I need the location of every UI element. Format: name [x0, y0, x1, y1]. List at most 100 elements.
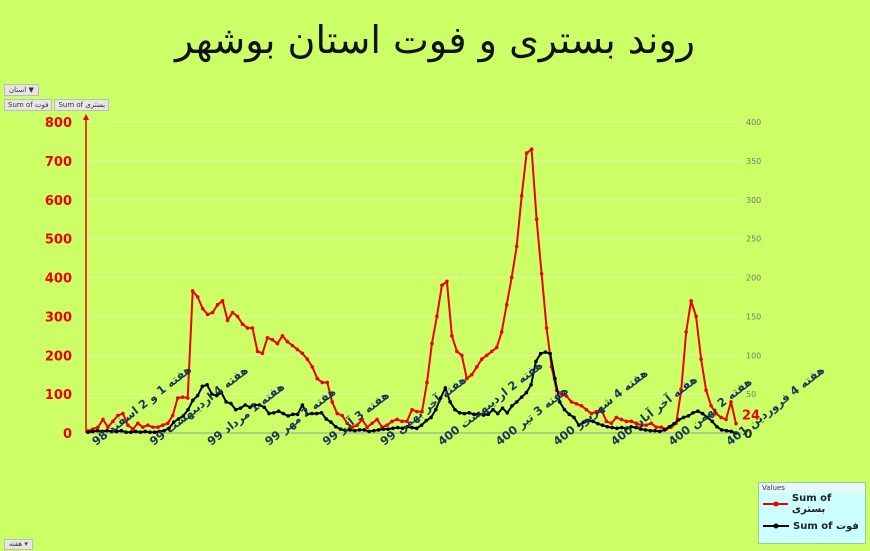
data-point-1 [429, 415, 433, 420]
y-axis-arrow-icon [83, 114, 89, 120]
data-point-1 [572, 415, 576, 420]
data-point-0 [245, 326, 250, 330]
data-point-1 [291, 412, 295, 417]
data-point-1 [729, 429, 734, 434]
y-left-tick-label: 400 [45, 272, 72, 287]
data-point-0 [335, 411, 340, 416]
y-left-tick-label: 600 [45, 194, 72, 209]
y-left-tick-label: 100 [45, 388, 72, 403]
data-point-1 [629, 424, 633, 429]
data-point-1 [119, 428, 124, 433]
data-point-0 [619, 417, 624, 422]
field-button-death[interactable]: Sum of فوت [4, 99, 53, 111]
data-point-0 [280, 334, 285, 338]
data-point-1 [576, 423, 581, 428]
data-point-0 [315, 376, 320, 381]
data-point-1 [624, 426, 629, 431]
data-point-0 [589, 411, 594, 416]
x-tick-label: هفته 1 و 2 اسفند 98 [89, 362, 194, 449]
data-point-1 [677, 417, 681, 422]
data-point-1 [681, 415, 686, 420]
data-point-1 [86, 430, 90, 435]
data-point-0 [489, 349, 494, 354]
data-point-1 [372, 428, 376, 433]
data-point-1 [310, 411, 314, 416]
data-point-0 [136, 421, 140, 426]
data-point-1 [167, 426, 171, 431]
data-point-0 [305, 357, 310, 361]
data-point-0 [121, 411, 125, 416]
data-point-1 [95, 428, 100, 433]
data-point-0 [175, 396, 180, 400]
series-line-0 [87, 147, 737, 433]
data-point-1 [90, 429, 95, 434]
data-point-1 [486, 412, 491, 417]
data-point-0 [405, 419, 409, 424]
data-point-0 [450, 334, 454, 338]
data-point-1 [343, 428, 348, 433]
data-point-0 [340, 413, 345, 418]
data-point-1 [205, 382, 209, 387]
data-point-1 [519, 395, 524, 400]
data-point-1 [553, 376, 557, 381]
data-point-0 [230, 310, 235, 315]
data-point-0 [504, 302, 509, 307]
data-point-1 [596, 421, 600, 426]
data-point-0 [141, 425, 145, 429]
field-button-hospitalized[interactable]: Sum of بستری [54, 99, 110, 111]
x-tick-label: هفته 4 شهریور 400 [550, 366, 651, 449]
data-point-0 [679, 388, 683, 393]
data-point-1 [143, 429, 147, 434]
data-point-0 [126, 423, 130, 428]
pivot-filter-button[interactable]: ▼ استان [4, 84, 39, 96]
data-point-1 [481, 413, 486, 417]
data-point-1 [243, 403, 248, 407]
data-point-0 [255, 349, 260, 354]
data-point-1 [114, 429, 119, 434]
data-point-0 [694, 314, 698, 319]
data-point-1 [453, 407, 457, 412]
data-point-1 [400, 426, 405, 431]
y-left-tick-label: 500 [45, 233, 72, 248]
data-point-1 [724, 428, 729, 433]
legend-item-death: Sum of فوت [759, 515, 865, 537]
data-point-1 [619, 425, 624, 430]
data-point-0 [604, 419, 609, 424]
legend-item-hospitalized: Sum of بستری [759, 493, 865, 515]
data-point-0 [484, 353, 489, 358]
data-point-0 [729, 400, 733, 404]
data-point-0 [275, 341, 280, 346]
data-point-0 [400, 419, 404, 424]
pivot-axis-button[interactable]: هفته ▾ [4, 539, 33, 550]
data-point-0 [599, 407, 604, 412]
data-point-1 [710, 419, 714, 424]
data-point-0 [350, 425, 354, 429]
data-point-0 [131, 427, 135, 431]
data-point-0 [365, 425, 369, 429]
data-point-0 [265, 335, 270, 340]
data-point-1 [191, 398, 195, 403]
data-point-1 [362, 428, 367, 432]
data-point-1 [229, 401, 233, 406]
data-point-0 [440, 283, 444, 288]
data-point-0 [185, 396, 190, 400]
data-point-0 [574, 402, 579, 406]
data-point-1 [515, 400, 519, 404]
data-point-1 [276, 409, 281, 414]
data-point-1 [200, 384, 205, 389]
data-point-0 [285, 339, 290, 344]
data-point-1 [391, 426, 395, 431]
data-point-0 [235, 314, 240, 319]
data-point-0 [684, 330, 688, 334]
data-point-0 [614, 415, 619, 420]
data-point-0 [534, 217, 539, 221]
data-point-0 [544, 326, 549, 330]
data-point-1 [472, 412, 476, 417]
y-left-tick-label: 300 [45, 310, 72, 325]
data-point-0 [370, 421, 374, 426]
data-point-1 [705, 415, 710, 420]
data-point-1 [524, 390, 529, 395]
data-point-0 [475, 365, 479, 369]
data-point-1 [557, 400, 562, 404]
